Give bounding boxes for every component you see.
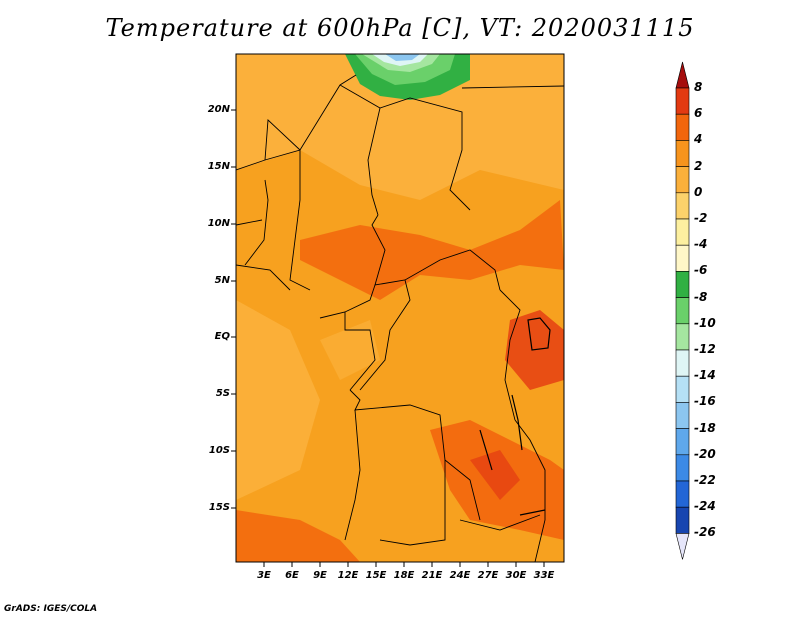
lon-tick-label: 33E	[533, 570, 555, 581]
lon-tick-label: 9E	[313, 570, 327, 581]
colorbar-segment	[675, 480, 690, 508]
colorbar-segment	[675, 87, 690, 115]
colorbar-segment	[675, 323, 690, 351]
colorbar-label: -8	[694, 289, 708, 304]
lat-tick-label: 15S	[208, 502, 230, 513]
colorbar-label: -4	[694, 237, 708, 252]
lon-tick-label: 24E	[449, 570, 471, 581]
colorbar-label: -20	[694, 446, 716, 461]
lat-tick-label: 5N	[214, 275, 230, 286]
colorbar-segment	[675, 271, 690, 298]
lon-tick-label: 27E	[477, 570, 499, 581]
lat-tick-label: 10N	[207, 218, 230, 229]
colorbar-label: -16	[694, 394, 716, 409]
colorbar-label: 2	[694, 158, 703, 173]
lat-tick-label: 20N	[207, 104, 230, 115]
map-frame	[235, 53, 565, 563]
colorbar-label: -10	[694, 315, 716, 330]
lon-tick-label: 3E	[257, 570, 271, 581]
colorbar-label: -2	[694, 211, 708, 225]
colorbar-segment	[675, 113, 690, 141]
colorbar-segment	[675, 218, 690, 246]
colorbar-label: -12	[694, 342, 716, 356]
lakes	[479, 317, 551, 516]
colorbar-segment	[675, 297, 690, 325]
lon-tick-marks	[263, 562, 545, 567]
colorbar-segment	[675, 166, 690, 194]
colorbar-segment	[675, 349, 690, 377]
colorbar-label: 0	[694, 184, 703, 199]
colorbar-label: 6	[694, 106, 703, 121]
credit-text: GrADS: IGES/COLA	[4, 604, 98, 614]
colorbar-label: -26	[694, 525, 716, 540]
colorbar-segment	[675, 506, 690, 534]
lon-tick-label: 18E	[393, 570, 415, 581]
country-borders	[236, 74, 564, 562]
colorbar-segment	[675, 428, 690, 456]
colorbar-segment	[675, 402, 690, 429]
colorbar-segment	[675, 375, 690, 403]
lat-tick-label: EQ	[214, 331, 230, 342]
colorbar-label: 8	[694, 80, 703, 94]
map-title: Temperature at 600hPa [C], VT: 202003111…	[105, 14, 695, 42]
lon-tick-label: 6E	[285, 570, 299, 581]
colorbar-segment	[675, 192, 690, 220]
colorbar-label: -24	[694, 499, 716, 514]
colorbar-label: 4	[694, 132, 703, 147]
lon-tick-label: 15E	[365, 570, 387, 581]
lon-tick-label: 30E	[505, 570, 527, 581]
colorbar-bottom-arrow	[675, 533, 690, 560]
lon-tick-label: 12E	[337, 570, 359, 581]
colorbar	[675, 61, 690, 560]
lat-tick-marks	[231, 109, 236, 509]
colorbar-segment	[675, 454, 690, 482]
colorbar-label: -18	[694, 420, 716, 435]
colorbar-segment	[675, 140, 690, 167]
lat-tick-label: 5S	[215, 388, 230, 399]
colorbar-label: -14	[694, 368, 716, 383]
colorbar-top-arrow	[675, 61, 690, 89]
colorbar-label: -22	[694, 473, 716, 487]
colorbar-segment	[675, 244, 690, 272]
lat-tick-label: 10S	[208, 445, 230, 456]
lat-tick-label: 15N	[207, 161, 230, 172]
temperature-field	[236, 54, 564, 562]
colorbar-label: -6	[694, 263, 708, 278]
lon-tick-label: 21E	[421, 570, 443, 581]
